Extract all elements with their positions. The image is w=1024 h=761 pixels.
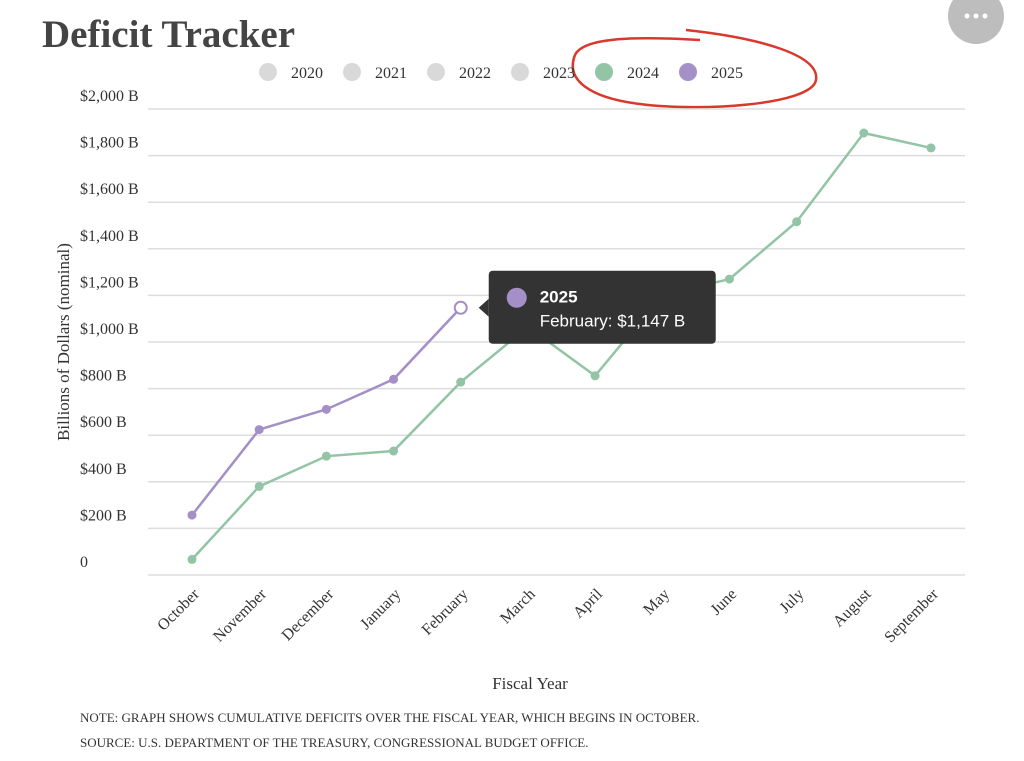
legend-swatch — [679, 63, 697, 81]
legend-label: 2022 — [459, 65, 491, 82]
point — [389, 446, 399, 456]
point — [792, 217, 802, 227]
tooltip-pointer — [478, 298, 489, 317]
legend-label: 2024 — [627, 65, 659, 82]
tooltip-title: 2025 — [540, 288, 578, 307]
legend-label: 2025 — [711, 65, 743, 82]
y-tick-label: $600 B — [80, 414, 127, 431]
menu-button[interactable] — [948, 0, 1004, 44]
y-tick-label: $1,800 B — [80, 135, 139, 152]
legend-swatch — [511, 63, 529, 81]
y-tick-label: $400 B — [80, 461, 127, 478]
hovered-point — [453, 300, 468, 315]
point — [187, 510, 197, 520]
point — [590, 371, 600, 381]
point — [724, 274, 734, 284]
menu-circle[interactable] — [948, 0, 1004, 44]
menu-dot — [964, 13, 970, 19]
menu-dot — [973, 13, 979, 19]
series-line — [191, 131, 932, 561]
y-tick-label: $1,400 B — [80, 228, 139, 245]
tooltip-box — [488, 270, 716, 344]
chart-title: Deficit Tracker — [42, 13, 295, 56]
legend-swatch — [259, 63, 277, 81]
y-tick-label: $1,600 B — [80, 181, 139, 198]
menu-dot — [982, 13, 988, 19]
y-tick-label: $200 B — [80, 507, 127, 524]
point — [926, 143, 936, 153]
y-axis-label: Billions of Dollars (nominal) — [54, 243, 73, 441]
y-tick-label: $800 B — [80, 368, 127, 385]
y-tick-label: 0 — [80, 554, 88, 571]
point — [859, 128, 869, 138]
point — [456, 377, 466, 387]
hand-drawn-circle — [571, 28, 818, 109]
legend-swatch — [343, 63, 361, 81]
legend-label: 2023 — [543, 65, 575, 82]
point — [254, 425, 264, 435]
y-tick-label: $1,000 B — [80, 321, 139, 338]
point — [389, 374, 399, 384]
tooltip: 2025 February: $1,147 B — [478, 270, 716, 344]
point — [321, 451, 331, 461]
point — [254, 481, 264, 491]
point — [321, 404, 331, 414]
y-tick-label: $2,000 B — [80, 88, 139, 105]
y-tick-label: $1,200 B — [80, 274, 139, 291]
legend-label: 2020 — [291, 65, 323, 82]
legend-label: 2021 — [375, 65, 407, 82]
point — [187, 554, 197, 564]
x-axis-label: Fiscal Year — [492, 674, 568, 693]
note: NOTE: GRAPH SHOWS CUMULATIVE DEFICITS OV… — [80, 710, 699, 725]
legend-swatch — [595, 63, 613, 81]
legend-swatch — [427, 63, 445, 81]
note: SOURCE: U.S. DEPARTMENT OF THE TREASURY,… — [80, 735, 588, 750]
tooltip-swatch — [506, 287, 527, 308]
tooltip-label: February: $1,147 B — [540, 312, 686, 331]
